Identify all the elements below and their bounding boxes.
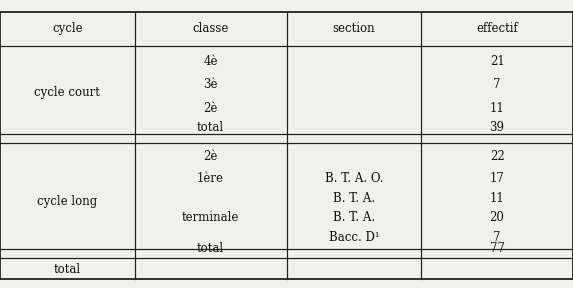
Text: 77: 77 xyxy=(489,242,505,255)
Text: 21: 21 xyxy=(490,55,504,69)
Text: 11: 11 xyxy=(490,192,504,205)
Text: 11: 11 xyxy=(490,101,504,115)
Text: 20: 20 xyxy=(490,211,504,224)
Text: section: section xyxy=(332,22,375,35)
Text: cycle: cycle xyxy=(52,22,83,35)
Text: Bacc. D¹: Bacc. D¹ xyxy=(328,231,379,244)
Text: 7: 7 xyxy=(493,231,501,244)
Text: cycle court: cycle court xyxy=(34,86,100,99)
Text: B. T. A.: B. T. A. xyxy=(333,211,375,224)
Text: total: total xyxy=(197,242,224,255)
Text: 7: 7 xyxy=(493,78,501,92)
Text: terminale: terminale xyxy=(182,211,240,224)
Text: 39: 39 xyxy=(489,121,505,134)
Text: effectif: effectif xyxy=(476,22,518,35)
Text: B. T. A.: B. T. A. xyxy=(333,192,375,205)
Text: B. T. A. O.: B. T. A. O. xyxy=(324,172,383,185)
Text: 17: 17 xyxy=(490,172,504,185)
Text: 2è: 2è xyxy=(203,101,218,115)
Text: 4è: 4è xyxy=(203,55,218,69)
Text: total: total xyxy=(197,121,224,134)
Text: 2è: 2è xyxy=(203,150,218,164)
Text: 3è: 3è xyxy=(203,78,218,92)
Text: classe: classe xyxy=(193,22,229,35)
Text: cycle long: cycle long xyxy=(37,195,97,208)
Text: 22: 22 xyxy=(490,150,504,164)
Text: 1ère: 1ère xyxy=(197,172,224,185)
Text: total: total xyxy=(54,263,81,276)
